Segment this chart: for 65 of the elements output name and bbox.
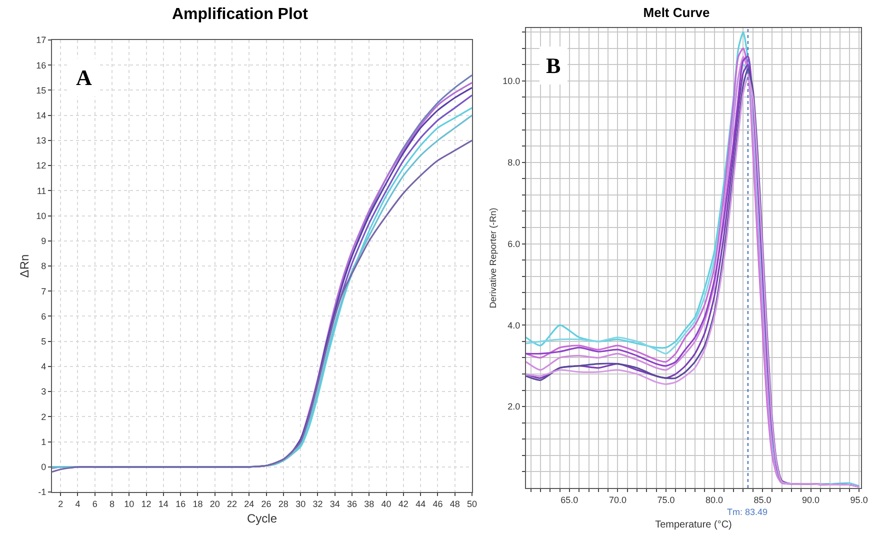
x-axis-title: Cycle: [246, 512, 278, 526]
x-tick-label: 20: [210, 498, 220, 509]
x-tick-label: 26: [261, 498, 272, 509]
x-tick-label: 42: [398, 498, 408, 509]
x-tick-label: 75.0: [657, 494, 675, 505]
y-tick-label: 2: [41, 412, 46, 422]
x-tick-label: 40: [381, 498, 392, 509]
x-tick-label: 95.0: [850, 494, 868, 505]
y-tick-label: 12: [36, 160, 46, 171]
x-tick-label: 22: [226, 498, 238, 509]
x-tick-label: 8: [109, 498, 115, 509]
x-tick-label: 16: [176, 498, 186, 509]
y-tick-label: 10: [36, 210, 46, 221]
x-tick-label: 48: [450, 498, 460, 509]
y-tick-label: 17: [36, 35, 46, 46]
x-tick-label: 85.0: [754, 494, 772, 505]
y-tick-label: 0: [41, 462, 46, 472]
chart-title: Amplification Plot: [172, 6, 309, 24]
y-tick-label: 2.0: [508, 402, 520, 412]
ref-line-label: Tm: 83.49: [727, 507, 768, 517]
y-tick-label: 4: [41, 362, 46, 372]
y-axis-title: ΔRn: [17, 254, 32, 278]
x-tick-label: 34: [330, 498, 340, 509]
y-tick-label: 1: [41, 436, 46, 447]
y-tick-label: -1: [38, 487, 46, 498]
y-tick-label: 9: [41, 236, 46, 246]
x-tick-label: 46: [432, 498, 443, 509]
annotation: B: [546, 53, 561, 78]
x-tick-label: 30: [296, 498, 306, 509]
x-tick-label: 24: [244, 498, 254, 509]
x-tick-label: 70.0: [608, 494, 626, 505]
x-tick-label: 38: [364, 498, 374, 509]
x-tick-label: 28: [278, 498, 288, 509]
y-tick-label: 10.0: [502, 76, 520, 86]
annotation: A: [76, 65, 92, 90]
x-tick-label: 44: [416, 498, 426, 509]
y-tick-label: 4.0: [508, 320, 520, 330]
y-tick-label: 6.0: [508, 238, 520, 249]
y-tick-label: 8: [41, 261, 46, 272]
y-tick-label: 13: [36, 136, 46, 146]
x-tick-label: 6: [92, 498, 98, 509]
y-tick-label: 6: [41, 311, 46, 322]
x-tick-label: 18: [192, 498, 203, 509]
y-tick-label: 11: [36, 186, 46, 196]
y-tick-label: 3: [41, 386, 46, 397]
chart-title: Melt Curve: [643, 5, 710, 20]
y-tick-label: 14: [36, 110, 46, 120]
x-axis-title: Temperature (°C): [655, 519, 732, 530]
y-axis-title: Derivative Reporter (-Rn): [488, 208, 498, 308]
x-tick-label: 10: [124, 498, 134, 509]
x-tick-label: 65.0: [560, 494, 578, 505]
x-tick-label: 50: [466, 498, 478, 509]
y-tick-label: 8.0: [508, 157, 520, 168]
x-tick-label: 32: [312, 498, 323, 509]
y-tick-label: 16: [36, 60, 46, 70]
x-tick-label: 12: [141, 498, 152, 509]
x-tick-label: 2: [58, 498, 64, 509]
x-tick-label: 90.0: [802, 494, 820, 505]
x-tick-label: 14: [158, 498, 168, 509]
x-tick-label: 4: [75, 498, 80, 509]
x-tick-label: 36: [346, 498, 358, 509]
x-tick-label: 80.0: [705, 494, 724, 505]
y-tick-label: 5: [41, 336, 46, 346]
y-tick-label: 15: [36, 85, 46, 96]
y-tick-label: 7: [41, 286, 46, 296]
